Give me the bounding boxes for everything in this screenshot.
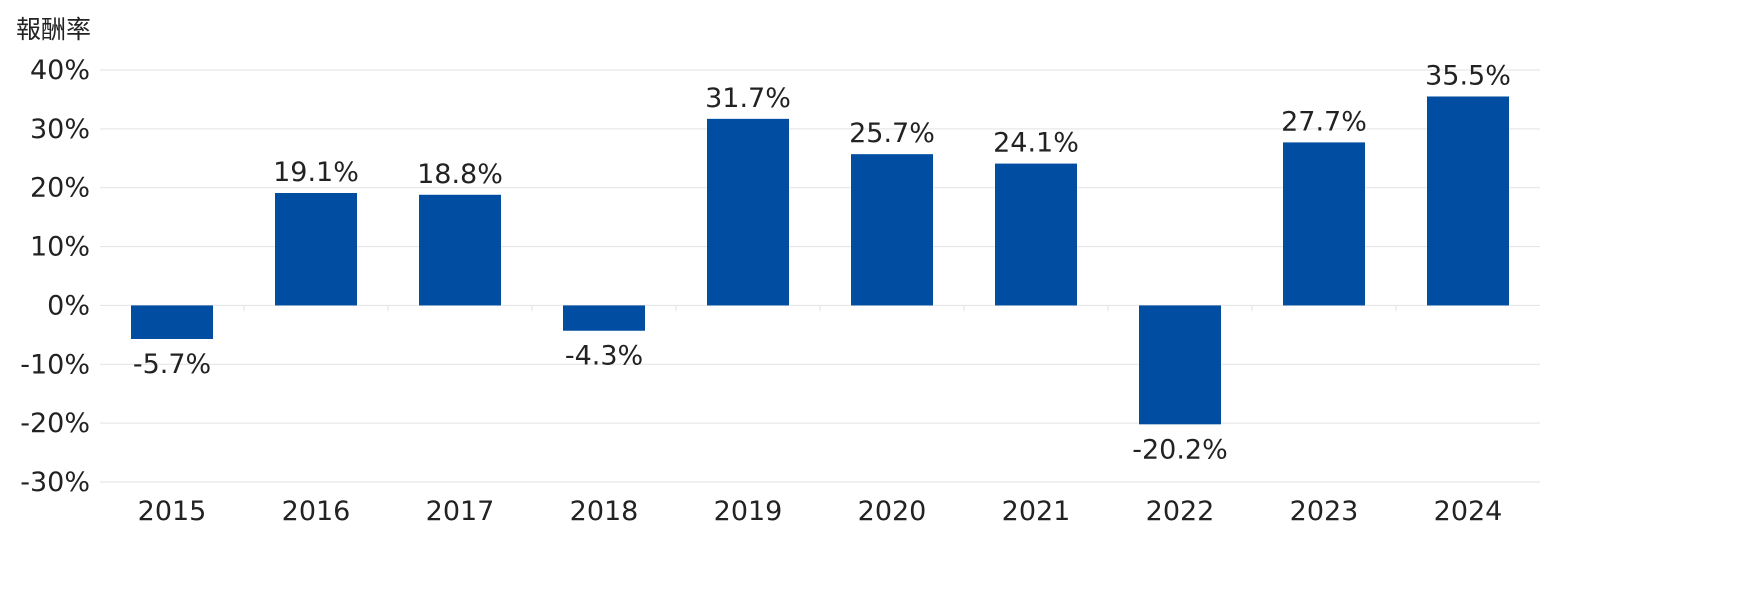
- y-tick-label: 10%: [30, 232, 90, 263]
- bar-2024: [1427, 96, 1509, 306]
- data-label-2016: 19.1%: [273, 157, 359, 188]
- bars: [131, 96, 1509, 425]
- y-tick-label: -10%: [20, 349, 90, 380]
- y-axis-title: 報酬率: [16, 15, 91, 44]
- x-tick-label: 2021: [1002, 496, 1071, 527]
- y-tick-label: 30%: [30, 114, 90, 145]
- bar-2015: [131, 305, 213, 339]
- x-tick-label: 2016: [282, 496, 351, 527]
- data-labels: -5.7% 19.1% 18.8% -4.3% 31.7% 25.7% 24.1% -20.2…: [133, 60, 1511, 465]
- x-tick-label: 2020: [858, 496, 927, 527]
- x-tick-label: 2015: [138, 496, 207, 527]
- x-tick-labels: 2015 2016 2017 2018 2019 2020 2021 2022 2023 2024: [138, 496, 1503, 527]
- data-label-2023: 27.7%: [1281, 106, 1367, 137]
- x-tick-label: 2018: [570, 496, 639, 527]
- x-tick-label: 2022: [1146, 496, 1215, 527]
- x-tick-label: 2019: [714, 496, 783, 527]
- data-label-2022: -20.2%: [1132, 434, 1228, 465]
- data-label-2020: 25.7%: [849, 118, 935, 149]
- x-tick-label: 2023: [1290, 496, 1359, 527]
- y-tick-label: -20%: [20, 408, 90, 439]
- bar-2016: [275, 193, 357, 306]
- bar-2021: [995, 163, 1077, 306]
- y-tick-label: 20%: [30, 173, 90, 204]
- bar-2017: [419, 194, 501, 306]
- data-label-2019: 31.7%: [705, 83, 791, 114]
- data-label-2021: 24.1%: [993, 128, 1079, 159]
- bar-2020: [851, 154, 933, 306]
- bar-2022: [1139, 305, 1221, 425]
- data-label-2017: 18.8%: [417, 159, 503, 190]
- data-label-2018: -4.3%: [565, 341, 643, 372]
- data-label-2024: 35.5%: [1425, 60, 1511, 91]
- y-tick-label: 40%: [30, 55, 90, 86]
- bar-2018: [563, 305, 645, 331]
- y-tick-labels: 40% 30% 20% 10% 0% -10% -20% -30%: [20, 55, 90, 498]
- x-tick-label: 2017: [426, 496, 495, 527]
- bar-2019: [707, 118, 789, 306]
- y-tick-label: 0%: [47, 290, 90, 321]
- data-label-2015: -5.7%: [133, 349, 211, 380]
- x-tick-label: 2024: [1434, 496, 1503, 527]
- bar-2023: [1283, 142, 1365, 306]
- y-tick-label: -30%: [20, 467, 90, 498]
